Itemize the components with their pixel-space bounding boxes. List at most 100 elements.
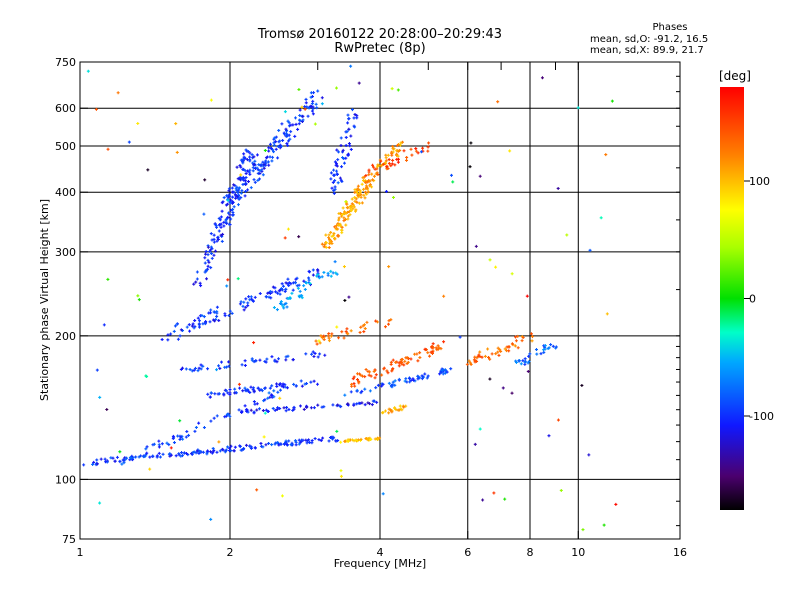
data-point [345, 202, 349, 206]
data-point [284, 281, 288, 285]
data-point [336, 181, 340, 185]
data-point [214, 249, 217, 253]
data-point [171, 434, 175, 438]
data-point [324, 245, 328, 249]
data-point [286, 139, 290, 143]
data-point [490, 352, 494, 356]
data-point [342, 265, 346, 269]
data-point [215, 450, 219, 454]
data-point [341, 156, 345, 160]
data-point [275, 441, 279, 445]
data-point [278, 407, 282, 411]
data-point [82, 463, 86, 467]
data-point [303, 107, 307, 111]
data-point [302, 279, 306, 283]
data-point [309, 104, 313, 108]
data-point [499, 349, 503, 353]
data-point [355, 191, 359, 195]
data-point [198, 281, 202, 285]
data-point [264, 295, 268, 299]
data-point [480, 355, 484, 359]
data-point [341, 206, 345, 210]
data-point [277, 128, 281, 132]
data-point [324, 233, 328, 237]
data-point [252, 178, 256, 182]
data-point [203, 322, 207, 326]
data-point [342, 336, 346, 340]
data-point [253, 402, 257, 406]
data-point [410, 153, 414, 157]
data-point [539, 352, 543, 356]
data-point [363, 196, 367, 200]
data-point [310, 109, 314, 113]
data-point [248, 298, 252, 302]
data-point [181, 437, 185, 441]
data-point [288, 137, 292, 141]
data-point [228, 309, 232, 313]
data-point [158, 455, 162, 459]
data-point [241, 168, 245, 172]
data-point [372, 399, 376, 403]
data-point [204, 269, 208, 273]
data-point [535, 352, 539, 356]
data-point [172, 329, 176, 333]
data-point [178, 334, 182, 338]
data-point [322, 270, 326, 274]
data-point [426, 374, 430, 378]
data-point [148, 467, 152, 471]
data-point [219, 215, 223, 219]
data-point [389, 164, 393, 168]
colorbar-tick-label: 100 [749, 175, 770, 188]
data-point [503, 347, 507, 351]
data-point [324, 241, 328, 245]
data-point [409, 147, 413, 151]
data-point [345, 206, 349, 210]
data-point [508, 149, 512, 153]
data-point [276, 145, 280, 149]
data-point [248, 155, 252, 159]
data-point [283, 383, 287, 387]
data-point [157, 445, 161, 449]
data-point [449, 173, 453, 177]
data-point [248, 172, 252, 176]
data-point [270, 290, 274, 294]
data-point [102, 323, 106, 327]
data-point [357, 81, 361, 85]
data-point [242, 152, 246, 156]
data-point [216, 392, 220, 396]
data-point [343, 218, 347, 222]
data-point [125, 456, 129, 460]
data-point [335, 325, 339, 329]
data-point [340, 225, 344, 229]
data-point [197, 322, 201, 326]
data-point [408, 380, 412, 384]
data-point [390, 150, 394, 154]
data-point [337, 150, 341, 154]
data-point [194, 425, 198, 429]
data-point [298, 119, 302, 123]
data-point [339, 440, 343, 444]
data-point [253, 159, 257, 163]
data-point [152, 442, 156, 446]
data-point [316, 268, 320, 272]
data-point [242, 446, 246, 450]
data-point [250, 357, 254, 361]
data-point [330, 186, 334, 190]
data-point [398, 404, 402, 408]
data-point [302, 284, 306, 288]
data-point [387, 411, 391, 415]
data-point [217, 319, 221, 323]
data-point [276, 156, 280, 160]
data-point [362, 330, 366, 334]
data-point [277, 289, 281, 293]
data-point [282, 306, 286, 310]
data-point [243, 194, 247, 198]
data-point [215, 305, 219, 309]
data-point [298, 289, 302, 293]
data-point [215, 314, 219, 318]
data-point [329, 274, 333, 278]
data-point [355, 200, 359, 204]
data-point [347, 117, 351, 121]
data-point [197, 421, 201, 425]
data-point [478, 427, 482, 431]
